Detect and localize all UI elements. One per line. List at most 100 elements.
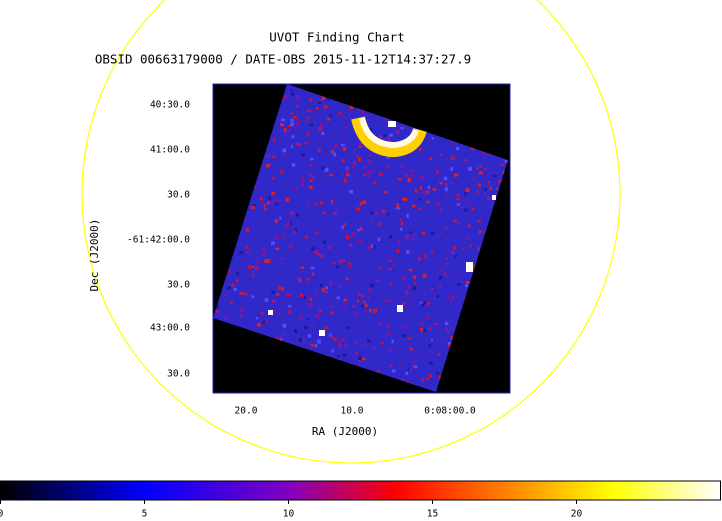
noise-pixel xyxy=(477,219,481,223)
noise-pixel xyxy=(329,114,332,118)
noise-pixel xyxy=(388,259,392,262)
noise-pixel xyxy=(319,97,324,102)
noise-pixel xyxy=(253,185,258,189)
noise-pixel xyxy=(278,285,282,290)
noise-pixel xyxy=(451,250,455,254)
noise-pixel xyxy=(361,304,364,308)
noise-pixel xyxy=(430,339,433,342)
x-tick-label: 20.0 xyxy=(235,406,258,417)
noise-pixel xyxy=(280,287,284,291)
noise-pixel xyxy=(449,326,454,331)
noise-pixel xyxy=(355,342,359,345)
noise-pixel xyxy=(363,165,367,169)
noise-pixel xyxy=(400,127,405,130)
noise-pixel xyxy=(447,248,450,253)
noise-pixel xyxy=(332,337,337,341)
noise-pixel xyxy=(428,326,432,331)
noise-pixel xyxy=(262,320,266,324)
noise-pixel xyxy=(343,211,347,214)
noise-pixel xyxy=(331,199,334,204)
noise-pixel xyxy=(482,152,486,155)
noise-pixel xyxy=(296,213,299,217)
colorbar xyxy=(0,480,721,501)
noise-pixel xyxy=(302,153,305,157)
noise-pixel xyxy=(340,337,344,342)
noise-pixel xyxy=(314,202,319,206)
noise-pixel xyxy=(400,164,405,169)
noise-pixel xyxy=(358,358,361,363)
noise-pixel xyxy=(418,148,422,151)
noise-pixel xyxy=(263,204,266,208)
noise-pixel xyxy=(287,142,291,146)
noise-pixel xyxy=(322,135,326,138)
noise-pixel xyxy=(414,188,417,193)
noise-pixel xyxy=(442,337,446,340)
noise-pixel xyxy=(215,310,220,313)
noise-pixel xyxy=(388,234,393,239)
noise-pixel xyxy=(359,142,363,147)
noise-pixel xyxy=(377,369,380,373)
noise-pixel xyxy=(454,255,457,258)
noise-pixel xyxy=(266,163,271,167)
noise-pixel xyxy=(321,166,325,170)
noise-pixel xyxy=(467,224,471,228)
noise-pixel xyxy=(437,352,441,356)
noise-pixel xyxy=(308,98,312,102)
noise-pixel xyxy=(420,379,425,382)
noise-pixel xyxy=(215,304,219,309)
noise-pixel xyxy=(286,294,289,297)
noise-pixel xyxy=(367,159,371,164)
noise-pixel xyxy=(478,230,482,234)
noise-pixel xyxy=(337,341,342,344)
noise-pixel xyxy=(359,202,363,206)
noise-pixel xyxy=(396,130,400,134)
noise-pixel xyxy=(406,250,410,254)
noise-pixel xyxy=(434,322,438,326)
y-tick-label: 30.0 xyxy=(167,190,190,201)
noise-pixel xyxy=(487,180,490,185)
noise-pixel xyxy=(318,101,323,104)
noise-pixel xyxy=(358,145,362,148)
noise-pixel xyxy=(400,227,403,231)
noise-pixel xyxy=(467,202,471,205)
noise-pixel xyxy=(369,154,372,157)
noise-pixel xyxy=(484,168,487,171)
noise-pixel xyxy=(349,190,353,194)
noise-pixel xyxy=(377,237,381,242)
noise-pixel xyxy=(367,339,371,343)
noise-pixel xyxy=(450,182,454,186)
noise-pixel xyxy=(371,244,374,248)
noise-pixel xyxy=(310,157,314,161)
noise-pixel xyxy=(405,290,408,295)
noise-pixel xyxy=(293,126,298,129)
noise-pixel xyxy=(310,344,315,347)
noise-pixel xyxy=(456,203,460,206)
noise-pixel xyxy=(349,243,353,247)
noise-pixel xyxy=(359,227,363,231)
noise-pixel xyxy=(444,262,447,266)
noise-pixel xyxy=(351,232,356,237)
noise-pixel xyxy=(330,281,333,285)
noise-pixel xyxy=(296,94,300,99)
extended-source-core xyxy=(359,117,419,149)
noise-pixel xyxy=(264,319,268,323)
noise-pixel xyxy=(282,323,287,328)
point-source xyxy=(319,330,325,336)
noise-pixel xyxy=(406,213,409,218)
noise-pixel xyxy=(409,368,413,372)
noise-pixel xyxy=(282,332,286,336)
noise-pixel xyxy=(331,213,336,217)
noise-pixel xyxy=(255,316,259,320)
noise-pixel xyxy=(312,344,316,348)
noise-pixel xyxy=(357,300,360,303)
noise-pixel xyxy=(456,283,461,286)
noise-pixel xyxy=(438,375,442,380)
noise-pixel xyxy=(308,302,313,307)
point-source xyxy=(492,195,496,200)
noise-pixel xyxy=(391,369,396,373)
noise-pixel xyxy=(247,265,251,269)
noise-pixel xyxy=(472,177,476,181)
noise-pixel xyxy=(384,190,388,194)
noise-pixel xyxy=(283,130,288,135)
noise-pixel xyxy=(343,223,346,226)
